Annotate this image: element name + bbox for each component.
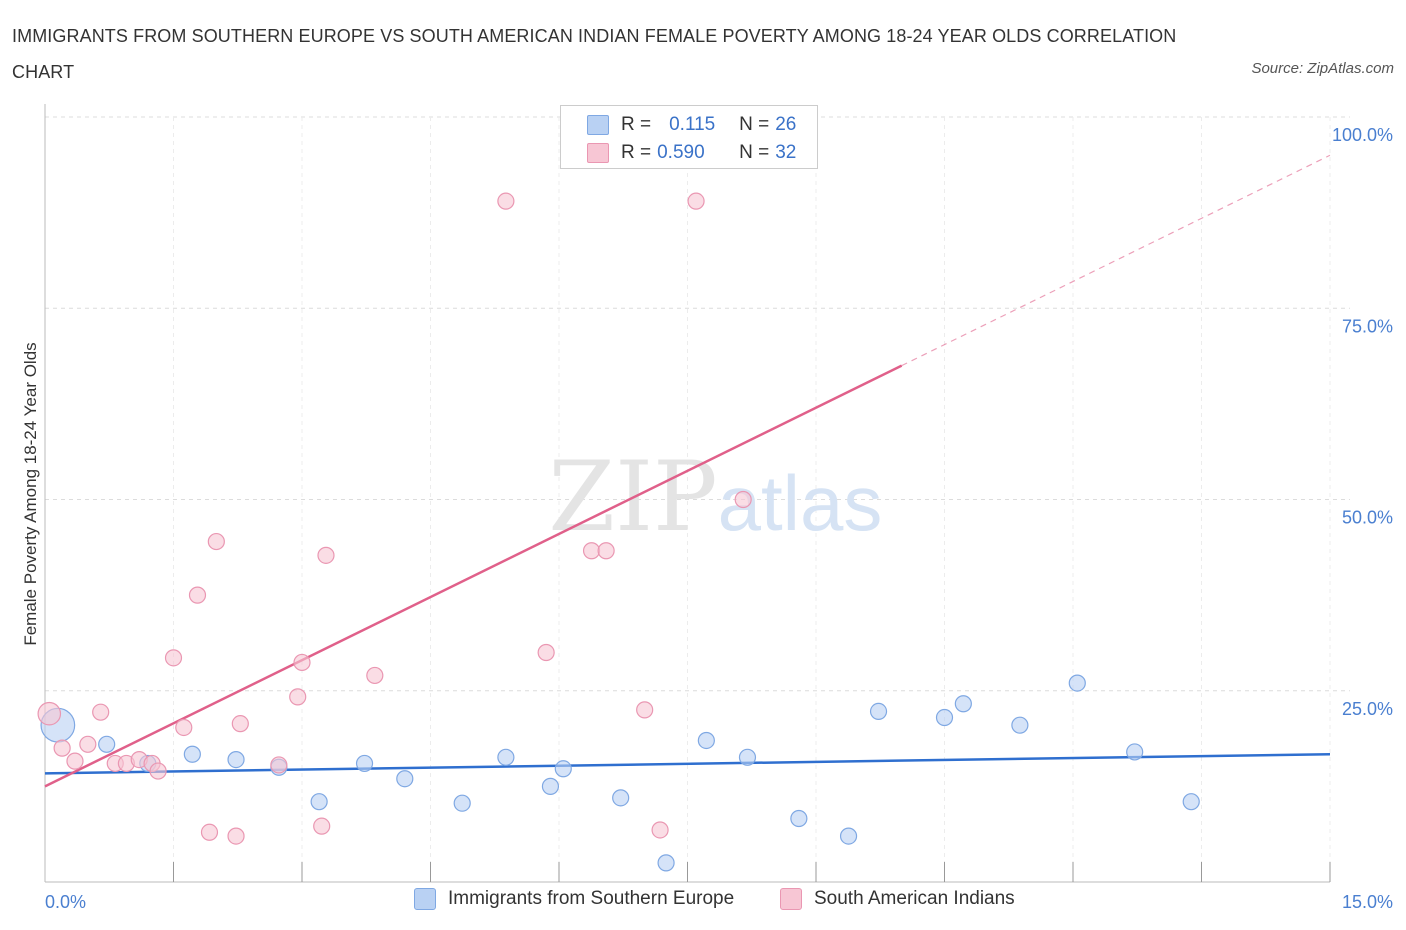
data-point-blue xyxy=(954,695,972,713)
bottom-legend-swatch-pink xyxy=(780,888,802,910)
data-point-pink xyxy=(651,821,669,839)
bottom-legend: Immigrants from Southern Europe South Am… xyxy=(0,888,1406,916)
data-points xyxy=(37,108,1200,872)
data-point-pink xyxy=(149,762,167,780)
y-tick-label: 75.0% xyxy=(1342,316,1393,336)
data-point-pink xyxy=(293,653,311,672)
data-point-pink xyxy=(497,192,515,210)
data-point-blue xyxy=(497,748,515,766)
data-point-pink xyxy=(687,192,705,210)
data-point-blue xyxy=(554,760,572,778)
bottom-legend-series2: South American Indians xyxy=(780,888,1015,910)
data-point-blue xyxy=(453,794,471,812)
data-point-pink xyxy=(227,827,245,845)
data-point-blue xyxy=(657,854,675,872)
bottom-legend-label-series1: Immigrants from Southern Europe xyxy=(448,888,735,909)
data-point-blue xyxy=(738,748,757,766)
data-point-blue xyxy=(310,793,328,811)
legend-row-series1: R = 0.115 N = 26 xyxy=(587,113,796,137)
data-point-blue xyxy=(396,770,414,788)
data-point-blue xyxy=(1011,716,1029,734)
y-axis-label: Female Poverty Among 18-24 Year Olds xyxy=(21,342,40,645)
data-point-blue xyxy=(790,809,808,828)
data-point-pink xyxy=(636,701,654,719)
trend-line-pink xyxy=(44,364,903,788)
x-tick-label: 0.0% xyxy=(45,892,86,912)
data-point-blue xyxy=(98,735,116,753)
y-tick-label: 25.0% xyxy=(1342,699,1393,719)
data-point-blue xyxy=(839,827,858,845)
data-point-blue xyxy=(355,754,374,773)
data-point-pink xyxy=(164,649,183,667)
legend-r-label: R = xyxy=(621,114,652,135)
data-point-blue xyxy=(1182,793,1200,811)
data-point-blue xyxy=(183,745,201,763)
data-point-pink xyxy=(200,823,219,841)
data-point-blue xyxy=(697,731,715,750)
data-point-pink xyxy=(188,586,207,604)
legend-r-value: 0.115 xyxy=(669,114,716,135)
trend-lines xyxy=(44,154,1331,788)
data-point-pink xyxy=(66,752,84,770)
legend-r-label: R = xyxy=(621,142,652,163)
data-point-pink xyxy=(313,817,331,835)
legend-row-series2: R = 0.590 N = 32 xyxy=(587,141,796,165)
data-point-pink xyxy=(270,756,288,774)
data-point-pink xyxy=(289,688,307,706)
data-point-pink xyxy=(37,701,62,726)
legend-swatch-blue xyxy=(587,115,609,135)
bottom-legend-label-series2: South American Indians xyxy=(814,888,1015,909)
data-point-blue xyxy=(227,750,245,769)
data-point-pink xyxy=(53,739,71,757)
data-point-blue xyxy=(541,777,560,795)
y-tick-label: 100.0% xyxy=(1332,125,1393,145)
axes xyxy=(44,104,1331,883)
legend-n-value: 32 xyxy=(775,142,797,163)
grid-lines xyxy=(45,116,1350,882)
data-point-pink xyxy=(79,735,97,753)
data-point-pink xyxy=(734,490,752,509)
data-point-blue xyxy=(1068,674,1086,692)
trend-line-pink-extension xyxy=(901,154,1331,367)
y-tick-label: 50.0% xyxy=(1342,508,1393,528)
data-point-pink xyxy=(537,643,555,662)
legend-n-label: N = xyxy=(739,142,770,163)
data-point-pink xyxy=(366,666,384,685)
data-point-pink xyxy=(175,718,193,737)
bottom-legend-swatch-blue xyxy=(414,888,436,910)
legend-n-label: N = xyxy=(739,114,770,135)
data-point-pink xyxy=(597,542,615,560)
data-point-pink xyxy=(92,703,110,721)
data-point-pink xyxy=(317,546,335,564)
chart-title: IMMIGRANTS FROM SOUTHERN EUROPE VS SOUTH… xyxy=(12,26,1177,82)
legend-n-value: 26 xyxy=(775,114,797,135)
data-point-pink xyxy=(231,715,249,733)
data-point-blue xyxy=(935,708,954,727)
x-tick-label: 15.0% xyxy=(1342,892,1393,912)
data-point-blue xyxy=(1126,743,1144,761)
bottom-legend-series1: Immigrants from Southern Europe xyxy=(414,888,734,910)
tick-labels: 25.0% 50.0% 75.0% 100.0% 0.0% 15.0% xyxy=(45,125,1393,912)
legend-r-value: 0.590 xyxy=(657,142,705,163)
source-label: Source: ZipAtlas.com xyxy=(1251,60,1394,77)
data-point-pink xyxy=(582,542,601,560)
trend-line-blue xyxy=(44,752,1331,775)
legend: R = 0.115 N = 26 R = 0.590 N = 32 xyxy=(560,105,818,169)
legend-swatch-pink xyxy=(587,143,609,163)
data-point-pink xyxy=(207,532,225,551)
data-point-blue xyxy=(869,702,888,721)
data-point-blue xyxy=(612,789,630,807)
